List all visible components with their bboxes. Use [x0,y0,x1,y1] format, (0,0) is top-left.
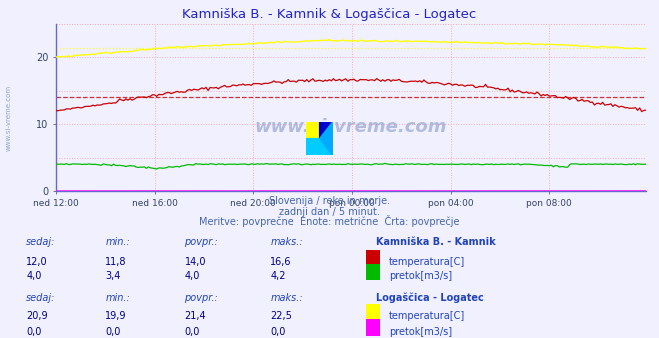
Text: 14,0: 14,0 [185,257,206,267]
Text: maks.:: maks.: [270,237,303,247]
Text: Slovenija / reke in morje.: Slovenija / reke in morje. [269,196,390,207]
Text: min.:: min.: [105,293,130,303]
Text: 0,0: 0,0 [185,327,200,337]
Text: Kamniška B. - Kamnik: Kamniška B. - Kamnik [376,237,496,247]
Text: sedaj:: sedaj: [26,237,56,247]
Text: povpr.:: povpr.: [185,237,218,247]
Text: temperatura[C]: temperatura[C] [389,257,465,267]
Text: povpr.:: povpr.: [185,293,218,303]
Text: pretok[m3/s]: pretok[m3/s] [389,327,452,337]
Text: zadnji dan / 5 minut.: zadnji dan / 5 minut. [279,207,380,217]
Text: Kamniška B. - Kamnik & Logaščica - Logatec: Kamniška B. - Kamnik & Logaščica - Logat… [183,8,476,21]
Text: 0,0: 0,0 [270,327,285,337]
Text: 11,8: 11,8 [105,257,127,267]
Polygon shape [320,122,333,139]
Text: Meritve: povprečne  Enote: metrične  Črta: povprečje: Meritve: povprečne Enote: metrične Črta:… [199,215,460,227]
Text: 22,5: 22,5 [270,311,292,321]
Polygon shape [306,139,333,155]
Text: 4,0: 4,0 [185,271,200,281]
Text: 20,9: 20,9 [26,311,48,321]
Bar [306,122,320,139]
Bar [320,122,333,139]
Text: Logaščica - Logatec: Logaščica - Logatec [376,292,484,303]
Text: 4,0: 4,0 [26,271,42,281]
Text: 16,6: 16,6 [270,257,292,267]
Text: www.si-vreme.com: www.si-vreme.com [5,85,11,151]
Text: sedaj:: sedaj: [26,293,56,303]
Polygon shape [320,122,333,155]
Text: pretok[m3/s]: pretok[m3/s] [389,271,452,281]
Text: www.si-vreme.com: www.si-vreme.com [254,118,447,137]
Text: 4,2: 4,2 [270,271,286,281]
Text: maks.:: maks.: [270,293,303,303]
Text: min.:: min.: [105,237,130,247]
Text: 3,4: 3,4 [105,271,121,281]
Polygon shape [320,122,333,139]
Text: temperatura[C]: temperatura[C] [389,311,465,321]
Text: 0,0: 0,0 [105,327,121,337]
Text: 19,9: 19,9 [105,311,127,321]
Polygon shape [320,122,333,139]
Text: 21,4: 21,4 [185,311,206,321]
Text: 0,0: 0,0 [26,327,42,337]
Text: 12,0: 12,0 [26,257,48,267]
